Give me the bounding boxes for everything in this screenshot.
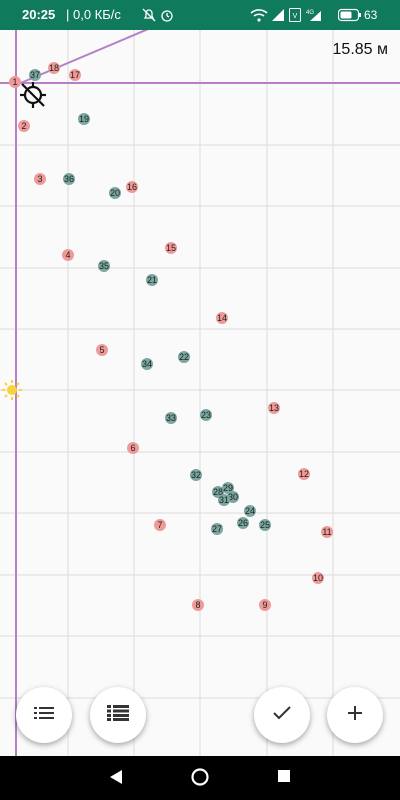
volte-icon: V bbox=[289, 8, 301, 27]
distance-label: 15.85 м bbox=[332, 41, 388, 58]
point-marker-red[interactable]: 8 bbox=[192, 599, 204, 611]
point-marker-red[interactable]: 4 bbox=[62, 249, 74, 261]
point-marker-teal[interactable]: 32 bbox=[190, 469, 202, 481]
point-marker-red[interactable]: 1 bbox=[9, 76, 21, 88]
check-icon bbox=[273, 705, 291, 725]
point-marker-teal[interactable]: 22 bbox=[178, 351, 190, 363]
svg-text:4G: 4G bbox=[306, 10, 314, 16]
battery-percent: 63 bbox=[364, 8, 378, 22]
alarm-icon bbox=[160, 8, 174, 27]
plus-icon bbox=[347, 705, 363, 726]
navigation-bar bbox=[0, 756, 400, 800]
point-marker-red[interactable]: 16 bbox=[126, 181, 138, 193]
wifi-icon bbox=[250, 8, 268, 27]
point-marker-red[interactable]: 9 bbox=[259, 599, 271, 611]
point-marker-teal[interactable]: 19 bbox=[78, 113, 90, 125]
no-notifications-icon bbox=[142, 8, 156, 27]
point-marker-teal[interactable]: 34 bbox=[141, 358, 153, 370]
point-marker-teal[interactable]: 25 bbox=[259, 519, 271, 531]
signal-icon bbox=[271, 8, 285, 27]
map-canvas[interactable]: 1 2 3 4 5 6 7 8 9 10 11 12 13 14 15 16 1… bbox=[0, 30, 400, 756]
point-marker-red[interactable]: 18 bbox=[48, 62, 60, 74]
point-marker-red[interactable]: 17 bbox=[69, 69, 81, 81]
svg-text:V: V bbox=[293, 13, 298, 20]
point-marker-teal[interactable]: 27 bbox=[211, 523, 223, 535]
point-marker-teal[interactable]: 37 bbox=[29, 69, 41, 81]
4g-signal-icon: 4G bbox=[306, 8, 322, 27]
point-marker-teal[interactable]: 26 bbox=[237, 517, 249, 529]
point-marker-red[interactable]: 13 bbox=[268, 402, 280, 414]
point-marker-red[interactable]: 6 bbox=[127, 442, 139, 454]
point-marker-red[interactable]: 12 bbox=[298, 468, 310, 480]
home-icon[interactable] bbox=[190, 767, 210, 792]
point-marker-teal[interactable]: 30 bbox=[227, 491, 239, 503]
confirm-button[interactable] bbox=[254, 687, 310, 743]
detailed-list-icon bbox=[107, 704, 129, 726]
list-icon bbox=[34, 706, 54, 725]
point-marker-teal[interactable]: 21 bbox=[146, 274, 158, 286]
detailed-list-button[interactable] bbox=[90, 687, 146, 743]
battery-icon bbox=[337, 8, 362, 27]
point-marker-red[interactable]: 7 bbox=[154, 519, 166, 531]
point-marker-red[interactable]: 5 bbox=[96, 344, 108, 356]
status-bar: 20:25 | 0,0 КБ/с V 4G 63 bbox=[0, 0, 400, 30]
point-marker-red[interactable]: 10 bbox=[312, 572, 324, 584]
list-button[interactable] bbox=[16, 687, 72, 743]
point-marker-teal[interactable]: 33 bbox=[165, 412, 177, 424]
point-marker-teal[interactable]: 31 bbox=[218, 494, 230, 506]
point-marker-teal[interactable]: 24 bbox=[244, 505, 256, 517]
point-marker-teal[interactable]: 35 bbox=[98, 260, 110, 272]
point-marker-red[interactable]: 3 bbox=[34, 173, 46, 185]
recents-icon[interactable] bbox=[277, 769, 291, 788]
network-speed: | 0,0 КБ/с bbox=[66, 7, 121, 22]
grid-layer bbox=[0, 30, 400, 756]
back-icon[interactable] bbox=[108, 769, 124, 790]
point-marker-teal[interactable]: 36 bbox=[63, 173, 75, 185]
point-marker-red[interactable]: 11 bbox=[321, 526, 333, 538]
point-marker-teal[interactable]: 20 bbox=[109, 187, 121, 199]
point-marker-red[interactable]: 2 bbox=[18, 120, 30, 132]
point-marker-red[interactable]: 14 bbox=[216, 312, 228, 324]
status-time: 20:25 bbox=[22, 7, 56, 22]
point-marker-red[interactable]: 15 bbox=[165, 242, 177, 254]
point-marker-teal[interactable]: 23 bbox=[200, 409, 212, 421]
add-button[interactable] bbox=[327, 687, 383, 743]
